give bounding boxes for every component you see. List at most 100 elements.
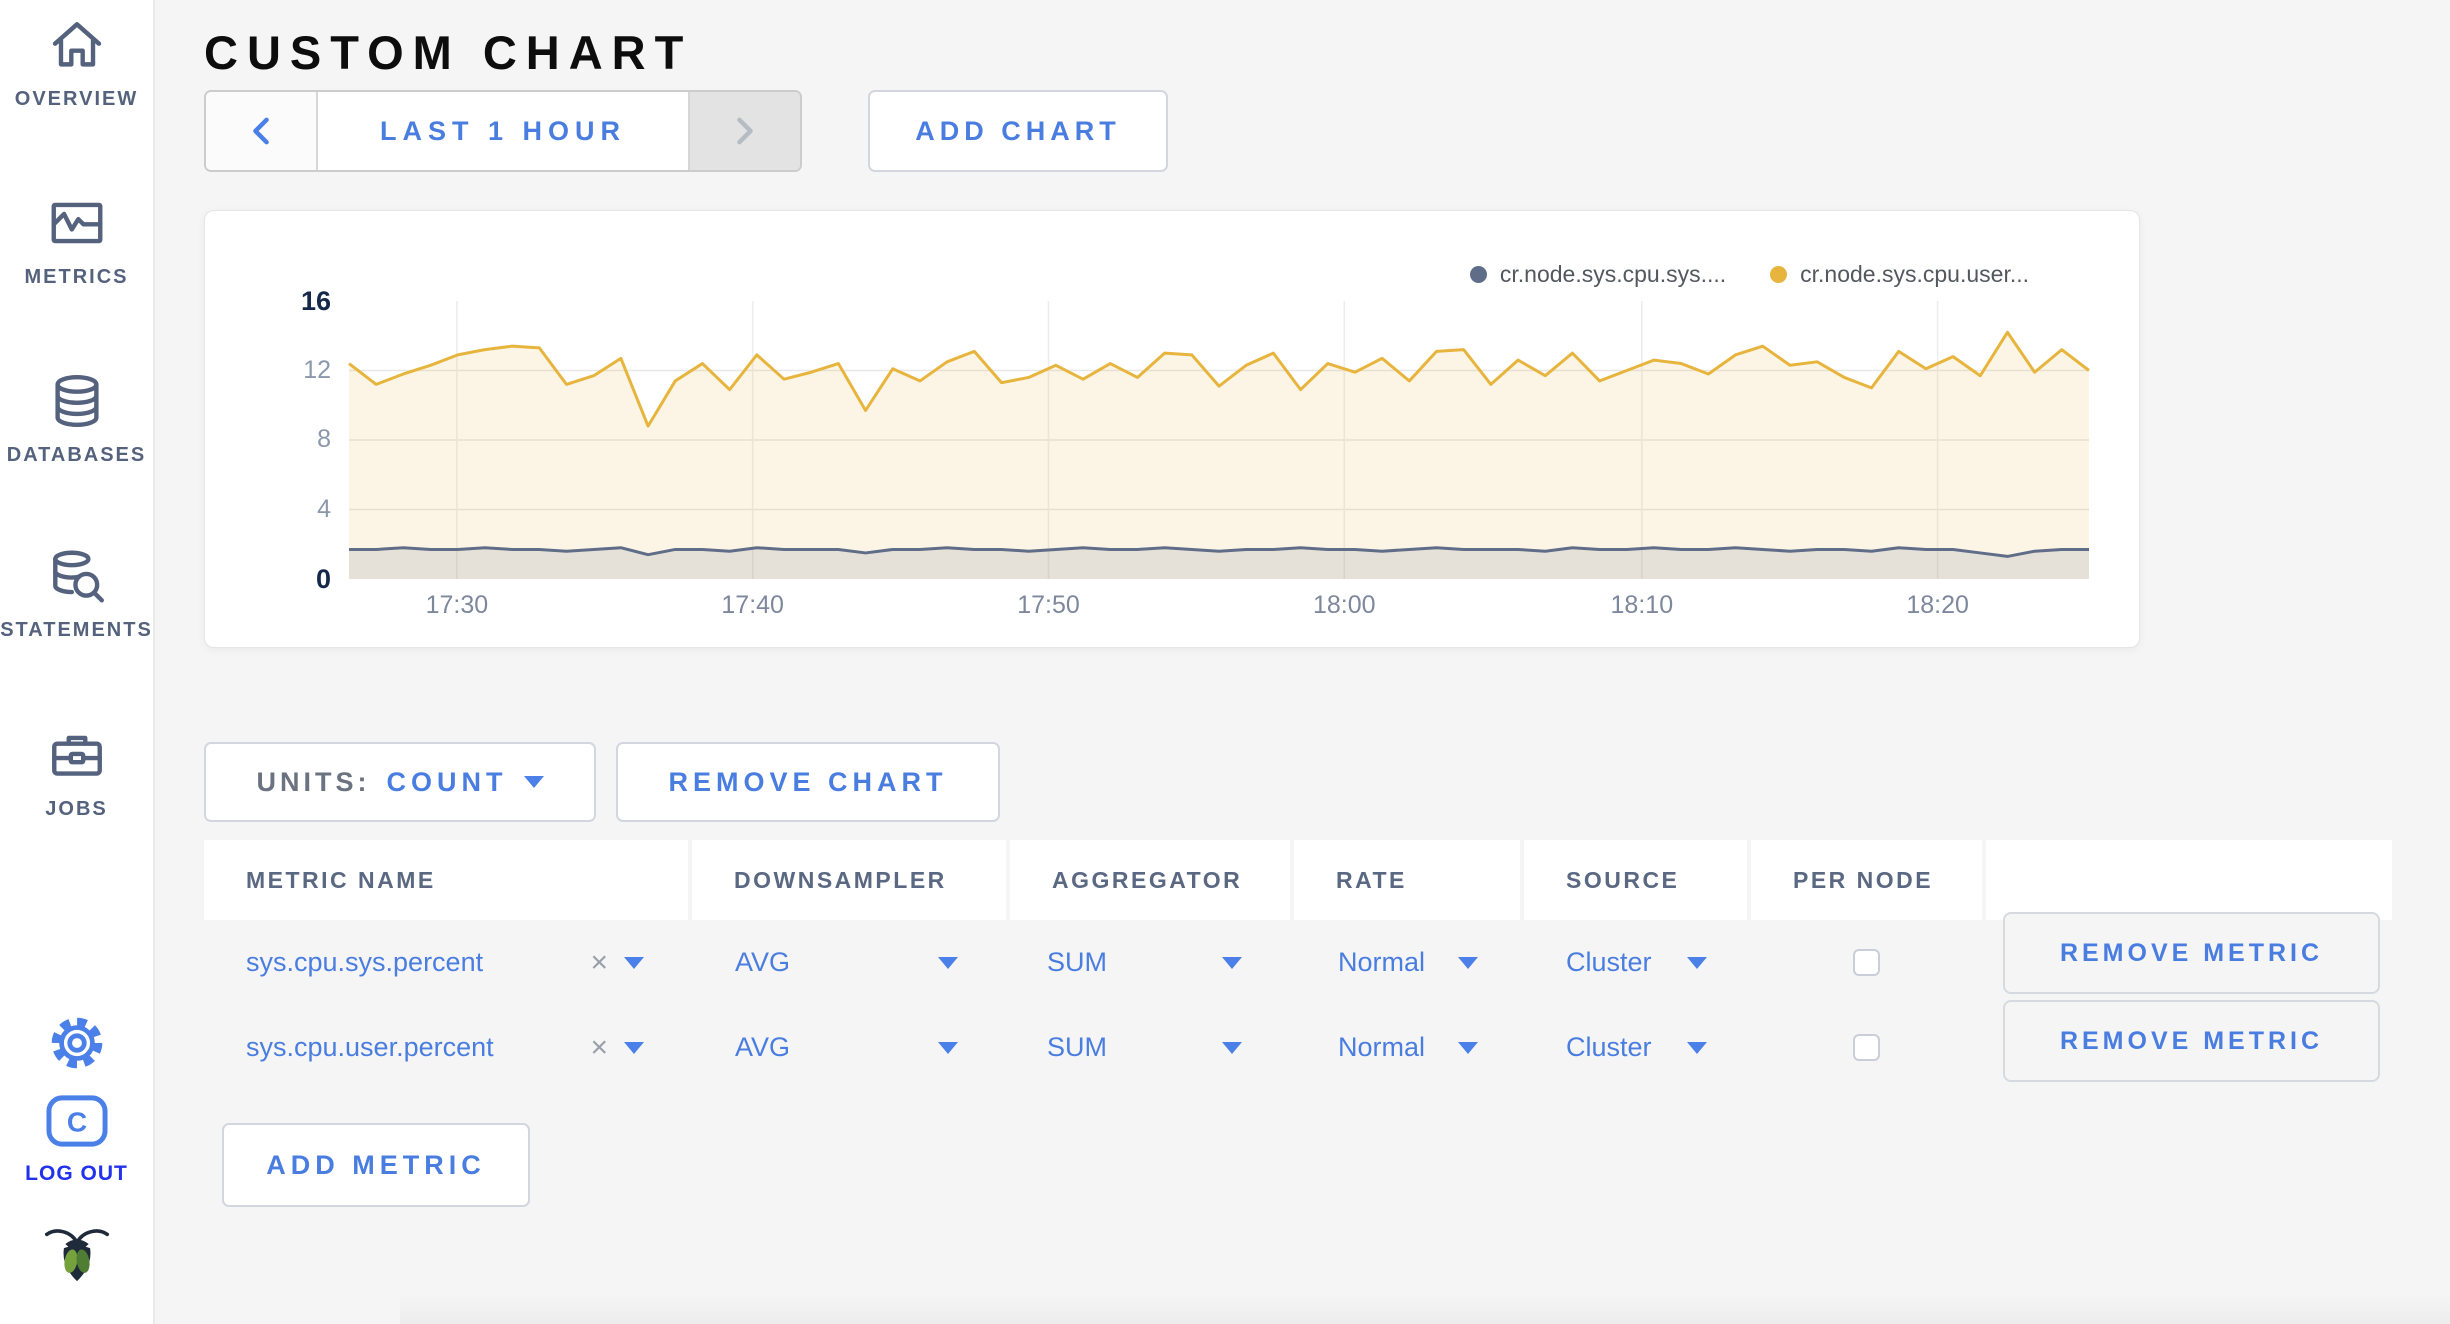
- column-header: SOURCE: [1524, 840, 1747, 920]
- metric-name-dropdown[interactable]: sys.cpu.user.percent ×: [204, 1005, 688, 1090]
- add-metric-button[interactable]: ADD METRIC: [222, 1123, 530, 1207]
- sidebar-item-label: METRICS: [24, 266, 129, 288]
- y-tick-label: 12: [303, 355, 331, 384]
- units-label: UNITS:: [256, 766, 371, 797]
- chevron-right-icon: [737, 117, 753, 145]
- chart-card: cr.node.sys.cpu.sys.... cr.node.sys.cpu.…: [204, 210, 2140, 648]
- time-range-next-button[interactable]: [688, 92, 800, 170]
- chart-legend: cr.node.sys.cpu.sys.... cr.node.sys.cpu.…: [1469, 261, 2029, 288]
- downsampler-dropdown[interactable]: AVG: [692, 920, 1006, 1005]
- sidebar-item-label: JOBS: [45, 798, 108, 820]
- x-tick-label: 18:20: [1906, 591, 1969, 619]
- y-tick-label: 8: [317, 425, 331, 453]
- databases-icon: [44, 368, 110, 434]
- metrics-table-header: METRIC NAME DOWNSAMPLER AGGREGATOR RATE …: [204, 840, 2396, 920]
- legend-dot-icon: [1770, 266, 1788, 283]
- column-header: AGGREGATOR: [1010, 840, 1290, 920]
- sidebar-item-databases[interactable]: DATABASES: [0, 368, 153, 467]
- sidebar-item-jobs[interactable]: JOBS: [0, 722, 153, 821]
- y-tick-label: 16: [300, 286, 331, 316]
- x-tick-label: 17:40: [721, 591, 784, 619]
- sidebar-item-label: OVERVIEW: [14, 88, 139, 110]
- x-tick-label: 18:00: [1312, 591, 1376, 619]
- chevron-down-icon: [938, 956, 958, 969]
- sidebar-item-statements[interactable]: STATEMENTS: [0, 543, 153, 642]
- home-icon: [44, 12, 110, 78]
- legend-label: cr.node.sys.cpu.user...: [1800, 261, 2029, 287]
- logout-label: LOG OUT: [25, 1162, 128, 1185]
- chevron-left-icon: [253, 117, 269, 145]
- downsampler-dropdown[interactable]: AVG: [692, 1005, 1006, 1090]
- chevron-down-icon: [523, 776, 544, 788]
- legend-item-sys[interactable]: cr.node.sys.cpu.sys....: [1469, 261, 1727, 288]
- rate-value: Normal: [1338, 947, 1426, 977]
- column-header: DOWNSAMPLER: [692, 840, 1006, 920]
- chevron-down-icon: [1458, 1041, 1478, 1054]
- y-tick-label: 0: [315, 564, 331, 594]
- chevron-down-icon: [938, 1041, 958, 1054]
- time-range-selector: LAST 1 HOUR: [204, 90, 802, 172]
- sidebar-item-overview[interactable]: OVERVIEW: [0, 12, 153, 111]
- aggregator-value: SUM: [1047, 1032, 1107, 1062]
- sidebar: OVERVIEW METRICS DATABASES: [0, 0, 155, 1324]
- rate-dropdown[interactable]: Normal: [1294, 1005, 1520, 1090]
- downsampler-value: AVG: [735, 947, 791, 977]
- y-tick-label: 4: [317, 494, 331, 523]
- sidebar-item-label: STATEMENTS: [0, 619, 153, 641]
- metric-name-dropdown[interactable]: sys.cpu.sys.percent ×: [204, 920, 688, 1005]
- per-node-cell: [1751, 920, 1982, 1005]
- sidebar-item-metrics[interactable]: METRICS: [0, 190, 153, 289]
- legend-dot-icon: [1469, 266, 1487, 283]
- x-tick-label: 17:30: [425, 591, 489, 619]
- aggregator-dropdown[interactable]: SUM: [1010, 1005, 1290, 1090]
- clear-metric-icon[interactable]: ×: [590, 1030, 608, 1064]
- source-value: Cluster: [1566, 1032, 1652, 1062]
- cockroach-bug-icon: [44, 1222, 110, 1288]
- bottom-shadow: [400, 1294, 2450, 1324]
- time-range-prev-button[interactable]: [206, 92, 318, 170]
- logout-button[interactable]: C LOG OUT: [0, 1088, 153, 1186]
- source-value: Cluster: [1566, 947, 1652, 977]
- gear-icon: [44, 1010, 110, 1076]
- chevron-down-icon: [1687, 1041, 1707, 1054]
- column-header: PER NODE: [1751, 840, 1982, 920]
- chevron-down-icon: [1687, 956, 1707, 969]
- source-dropdown[interactable]: Cluster: [1524, 1005, 1747, 1090]
- sidebar-item-label: DATABASES: [6, 444, 147, 466]
- svg-text:C: C: [66, 1107, 86, 1138]
- source-dropdown[interactable]: Cluster: [1524, 920, 1747, 1005]
- remove-metric-button[interactable]: REMOVE METRIC: [2003, 1000, 2380, 1082]
- settings-button[interactable]: [0, 1010, 153, 1076]
- cockroach-logo[interactable]: [0, 1222, 153, 1288]
- aggregator-value: SUM: [1047, 947, 1107, 977]
- legend-label: cr.node.sys.cpu.sys....: [1499, 261, 1727, 287]
- legend-item-user[interactable]: cr.node.sys.cpu.user...: [1770, 261, 2029, 288]
- x-tick-label: 17:50: [1017, 591, 1080, 619]
- chart-plot-area: [348, 301, 2090, 579]
- metrics-icon: [44, 190, 110, 256]
- metric-name-value: sys.cpu.user.percent: [246, 1032, 494, 1062]
- units-dropdown[interactable]: UNITS: COUNT: [204, 742, 596, 822]
- rate-dropdown[interactable]: Normal: [1294, 920, 1520, 1005]
- add-chart-button[interactable]: ADD CHART: [868, 90, 1168, 172]
- downsampler-value: AVG: [735, 1032, 791, 1062]
- aggregator-dropdown[interactable]: SUM: [1010, 920, 1290, 1005]
- jobs-icon: [44, 722, 110, 788]
- clear-metric-icon[interactable]: ×: [590, 945, 608, 979]
- per-node-checkbox[interactable]: [1853, 1034, 1880, 1061]
- time-range-label[interactable]: LAST 1 HOUR: [379, 115, 626, 146]
- per-node-checkbox[interactable]: [1853, 949, 1880, 976]
- rate-value: Normal: [1338, 1032, 1426, 1062]
- remove-metric-button[interactable]: REMOVE METRIC: [2003, 912, 2380, 994]
- statements-icon: [44, 543, 110, 609]
- time-series-plot: [348, 301, 2090, 579]
- column-header: RATE: [1294, 840, 1520, 920]
- units-value: COUNT: [386, 766, 508, 797]
- column-header: METRIC NAME: [204, 840, 688, 920]
- chevron-down-icon: [1458, 956, 1478, 969]
- metric-name-value: sys.cpu.sys.percent: [246, 947, 484, 977]
- chevron-down-icon: [1222, 956, 1242, 969]
- chevron-down-icon: [624, 956, 644, 969]
- column-header-actions: [1986, 840, 2392, 920]
- remove-chart-button[interactable]: REMOVE CHART: [616, 742, 1000, 822]
